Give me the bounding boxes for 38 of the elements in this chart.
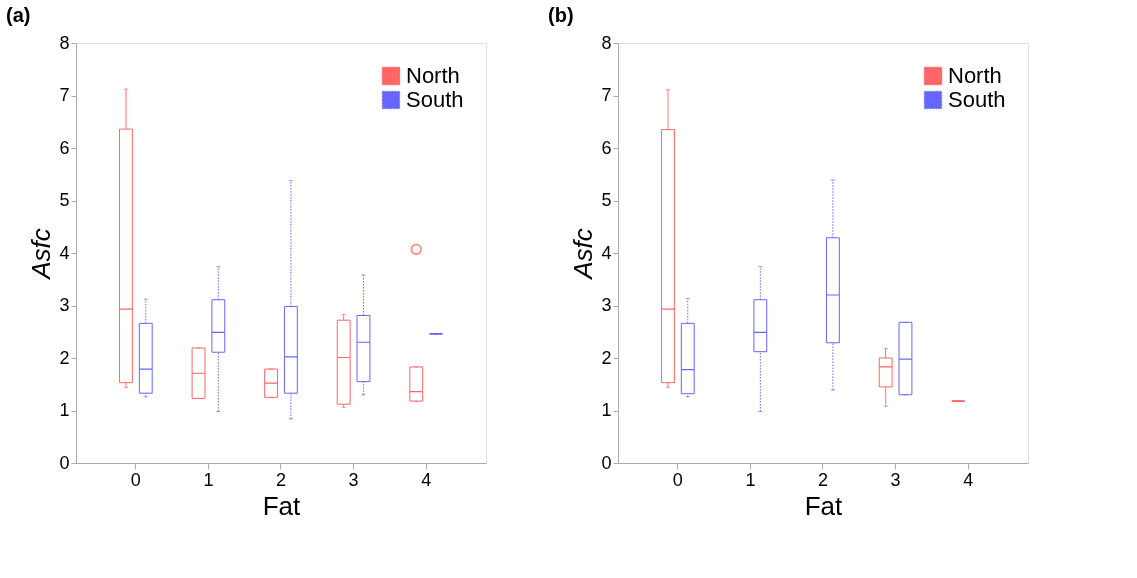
- chart-title: (b): [548, 4, 574, 26]
- x-axis-title: Fat: [262, 490, 302, 521]
- x-tick-label: 2: [817, 469, 829, 490]
- y-tick-label: 1: [601, 400, 612, 420]
- legend-label: North: [406, 63, 460, 88]
- y-tick-label: 4: [601, 242, 612, 263]
- x-tick-label: 4: [963, 469, 974, 490]
- y-tick-label: 3: [601, 295, 612, 315]
- y-tick-label: 0: [601, 452, 612, 473]
- y-tick-label: 6: [601, 137, 612, 158]
- y-tick-label: 2: [59, 347, 70, 368]
- x-axis-title: Fat: [804, 490, 844, 521]
- chart-title: (a): [6, 4, 31, 26]
- y-tick-label: 6: [59, 137, 70, 158]
- x-tick-label: 3: [348, 469, 359, 490]
- x-tick-label: 1: [745, 469, 756, 490]
- x-tick-label: 4: [421, 469, 432, 490]
- y-tick-label: 4: [59, 242, 70, 263]
- y-tick-label: 3: [59, 295, 70, 315]
- y-axis-title: Asfc: [568, 228, 599, 281]
- x-tick-label: 1: [203, 469, 214, 490]
- y-tick-label: 7: [601, 85, 612, 105]
- y-tick-label: 2: [601, 347, 612, 368]
- y-tick-label: 0: [59, 452, 70, 473]
- legend-label: North: [948, 63, 1002, 88]
- legend-label: South: [406, 87, 464, 112]
- y-axis-title: Asfc: [26, 228, 57, 281]
- y-tick-label: 7: [59, 85, 70, 105]
- y-tick-label: 5: [601, 190, 612, 210]
- y-tick-label: 5: [59, 190, 70, 210]
- x-tick-label: 3: [890, 469, 901, 490]
- y-tick-label: 8: [601, 32, 612, 53]
- x-tick-label: 0: [130, 469, 141, 490]
- y-tick-label: 8: [59, 32, 70, 53]
- y-tick-label: 1: [59, 400, 70, 420]
- x-tick-label: 2: [275, 469, 287, 490]
- legend-label: South: [948, 87, 1006, 112]
- x-tick-label: 0: [672, 469, 683, 490]
